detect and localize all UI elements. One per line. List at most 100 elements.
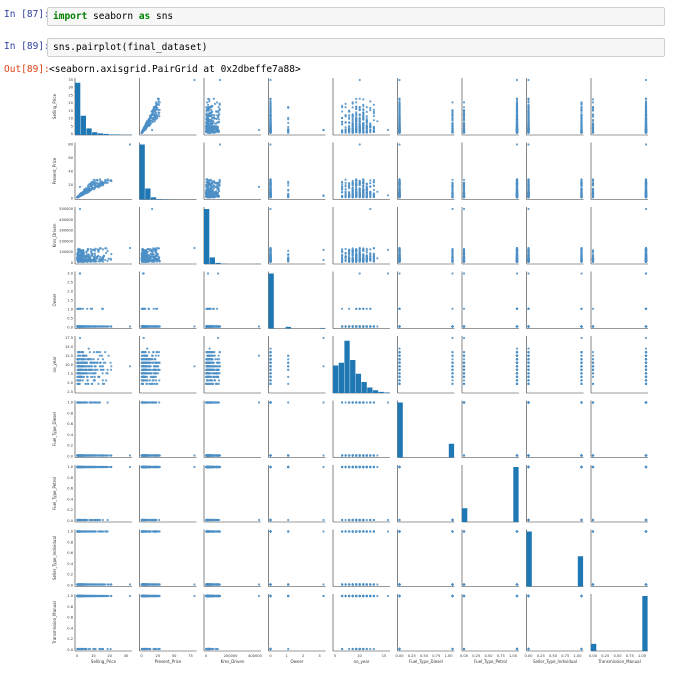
scatter-point <box>398 97 401 100</box>
scatter-point <box>351 195 354 198</box>
scatter-point <box>269 191 272 194</box>
scatter-point <box>369 128 372 131</box>
code-input-pairplot[interactable]: sns.pairplot(final_dataset) <box>47 38 665 57</box>
code-input-import[interactable]: import seaborn as sns <box>47 7 665 26</box>
scatter-point <box>355 129 358 132</box>
scatter-point <box>348 110 351 113</box>
scatter-point <box>348 131 351 134</box>
scatter-point <box>515 117 519 120</box>
scatter-point <box>211 114 214 117</box>
scatter-point <box>369 194 372 197</box>
scatter-point <box>462 106 466 109</box>
scatter-point <box>206 117 209 120</box>
scatter-point <box>157 102 160 105</box>
scatter-point <box>341 129 344 132</box>
scatter-point <box>451 127 454 130</box>
scatter-point <box>355 191 358 194</box>
scatter-point <box>269 101 272 104</box>
scatter-point <box>591 182 595 185</box>
histogram-bar <box>103 133 109 135</box>
scatter-point <box>104 258 107 261</box>
scatter-point <box>398 131 401 134</box>
scatter-point <box>644 125 648 128</box>
scatter-point <box>213 114 216 117</box>
scatter-point <box>355 101 358 104</box>
scatter-point <box>213 130 216 133</box>
scatter-point <box>355 195 358 198</box>
scatter-point <box>372 195 375 198</box>
scatter-point <box>362 127 365 130</box>
scatter-point <box>527 78 530 82</box>
scatter-point <box>362 188 365 191</box>
scatter-point <box>451 178 454 181</box>
scatter-point <box>515 196 519 199</box>
scatter-point <box>398 124 401 127</box>
scatter-point <box>151 117 154 120</box>
scatter-point <box>213 117 216 120</box>
scatter-point <box>351 186 354 190</box>
scatter-point <box>515 186 519 189</box>
scatter-point <box>591 192 595 195</box>
scatter-point <box>462 178 466 181</box>
scatter-point <box>215 117 218 120</box>
scatter-point <box>527 115 530 118</box>
scatter-point <box>287 189 290 192</box>
scatter-point <box>591 130 595 133</box>
histogram-bar <box>139 144 145 200</box>
scatter-point <box>217 115 220 118</box>
scatter-point <box>90 185 93 188</box>
scatter-point <box>365 183 368 186</box>
scatter-point <box>217 120 220 123</box>
scatter-point <box>515 128 519 131</box>
scatter-point <box>348 129 351 132</box>
scatter-point <box>208 112 211 115</box>
scatter-point <box>369 191 372 194</box>
scatter-point <box>398 196 401 199</box>
scatter-point <box>351 115 354 118</box>
code-keyword: import <box>53 11 87 22</box>
scatter-point <box>591 179 595 182</box>
scatter-point <box>110 179 113 182</box>
scatter-point <box>355 107 358 110</box>
scatter-point <box>515 115 519 118</box>
scatter-point <box>527 117 530 120</box>
scatter-point <box>269 188 272 192</box>
scatter-point <box>451 191 454 194</box>
scatter-point <box>376 120 379 123</box>
scatter-point <box>644 106 648 110</box>
scatter-point <box>462 101 466 104</box>
scatter-point <box>591 101 595 104</box>
scatter-point <box>341 120 344 123</box>
scatter-point <box>157 97 160 100</box>
scatter-point <box>211 116 214 119</box>
scatter-point <box>362 98 365 101</box>
scatter-point <box>208 119 211 122</box>
scatter-point <box>213 185 216 188</box>
scatter-point <box>208 115 211 118</box>
scatter-point <box>148 114 151 117</box>
scatter-point <box>341 183 344 186</box>
scatter-point <box>322 194 325 198</box>
output-area: Out[89]: <seaborn.axisgrid.PairGrid at 0… <box>0 62 673 690</box>
scatter-point <box>362 103 365 106</box>
histogram-bar <box>156 198 162 200</box>
scatter-point <box>451 112 454 115</box>
scatter-point <box>527 196 530 199</box>
scatter-point <box>215 186 219 189</box>
scatter-point <box>580 195 583 198</box>
scatter-point <box>210 128 213 131</box>
scatter-point <box>527 121 530 125</box>
scatter-point <box>348 196 351 199</box>
scatter-point <box>216 128 219 131</box>
scatter-point <box>462 121 466 125</box>
scatter-point <box>208 196 211 199</box>
scatter-point <box>462 188 466 192</box>
scatter-point <box>344 114 347 117</box>
scatter-point <box>355 179 358 182</box>
scatter-point <box>527 125 530 128</box>
scatter-point <box>398 182 401 185</box>
scatter-point <box>213 102 217 105</box>
scatter-point <box>348 182 351 185</box>
scatter-point <box>218 113 221 116</box>
